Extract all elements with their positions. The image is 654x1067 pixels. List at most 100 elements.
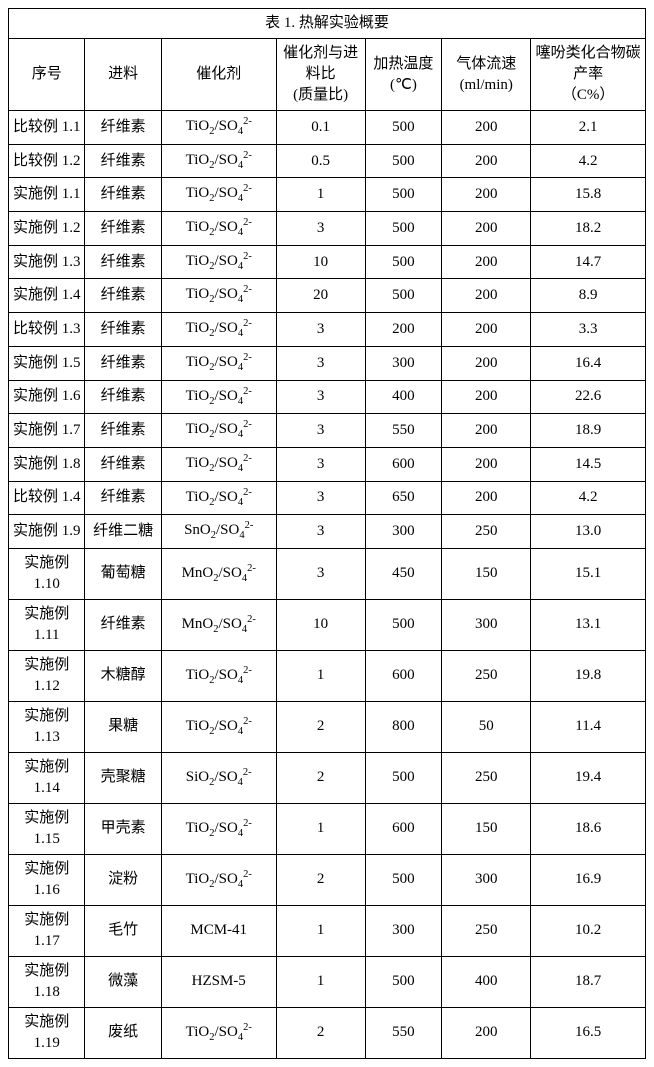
cell-feed: 纤维素 (85, 414, 161, 448)
cell-catalyst: TiO2/SO42- (161, 212, 276, 246)
cell-flow: 250 (442, 650, 531, 701)
cell-id: 实施例 1.5 (9, 346, 85, 380)
cell-feed: 纤维素 (85, 212, 161, 246)
table-row: 实施例 1.5纤维素TiO2/SO42-330020016.4 (9, 346, 646, 380)
cell-temp: 300 (365, 905, 441, 956)
table-row: 比较例 1.3纤维素TiO2/SO42-32002003.3 (9, 313, 646, 347)
cell-id: 实施例 1.16 (9, 854, 85, 905)
cell-ratio: 1 (276, 178, 365, 212)
cell-catalyst: MnO2/SO42- (161, 548, 276, 599)
col-header-ratio: 催化剂与进料比(质量比) (276, 39, 365, 111)
table-header-row: 序号 进料 催化剂 催化剂与进料比(质量比) 加热温度(℃) 气体流速(ml/m… (9, 39, 646, 111)
table-row: 实施例 1.12木糖醇TiO2/SO42-160025019.8 (9, 650, 646, 701)
cell-flow: 200 (442, 111, 531, 145)
cell-temp: 500 (365, 212, 441, 246)
cell-temp: 500 (365, 178, 441, 212)
table-row: 实施例 1.9纤维二糖SnO2/SO42-330025013.0 (9, 515, 646, 549)
cell-id: 实施例 1.7 (9, 414, 85, 448)
table-row: 实施例 1.2纤维素TiO2/SO42-350020018.2 (9, 212, 646, 246)
cell-id: 比较例 1.3 (9, 313, 85, 347)
table-row: 实施例 1.16淀粉TiO2/SO42-250030016.9 (9, 854, 646, 905)
cell-temp: 500 (365, 854, 441, 905)
cell-catalyst: MCM-41 (161, 905, 276, 956)
cell-catalyst: TiO2/SO42- (161, 414, 276, 448)
cell-ratio: 10 (276, 245, 365, 279)
table-row: 实施例 1.13果糖TiO2/SO42-28005011.4 (9, 701, 646, 752)
cell-feed: 纤维素 (85, 245, 161, 279)
cell-yield: 19.8 (531, 650, 646, 701)
cell-feed: 木糖醇 (85, 650, 161, 701)
cell-id: 实施例 1.11 (9, 599, 85, 650)
cell-catalyst: TiO2/SO42- (161, 447, 276, 481)
cell-yield: 11.4 (531, 701, 646, 752)
cell-ratio: 2 (276, 752, 365, 803)
cell-ratio: 0.5 (276, 144, 365, 178)
cell-feed: 纤维素 (85, 313, 161, 347)
cell-id: 实施例 1.6 (9, 380, 85, 414)
cell-temp: 500 (365, 752, 441, 803)
col-header-flow: 气体流速(ml/min) (442, 39, 531, 111)
cell-ratio: 3 (276, 548, 365, 599)
cell-flow: 300 (442, 854, 531, 905)
cell-yield: 19.4 (531, 752, 646, 803)
cell-temp: 600 (365, 803, 441, 854)
cell-feed: 纤维素 (85, 346, 161, 380)
cell-yield: 15.1 (531, 548, 646, 599)
cell-temp: 500 (365, 245, 441, 279)
cell-flow: 200 (442, 414, 531, 448)
cell-ratio: 0.1 (276, 111, 365, 145)
cell-ratio: 2 (276, 701, 365, 752)
cell-yield: 4.2 (531, 481, 646, 515)
cell-temp: 500 (365, 111, 441, 145)
cell-flow: 200 (442, 1007, 531, 1058)
cell-temp: 500 (365, 279, 441, 313)
cell-yield: 16.5 (531, 1007, 646, 1058)
table-row: 比较例 1.1纤维素TiO2/SO42-0.15002002.1 (9, 111, 646, 145)
cell-catalyst: TiO2/SO42- (161, 481, 276, 515)
cell-catalyst: TiO2/SO42- (161, 178, 276, 212)
cell-catalyst: TiO2/SO42- (161, 279, 276, 313)
cell-temp: 450 (365, 548, 441, 599)
cell-id: 比较例 1.2 (9, 144, 85, 178)
cell-id: 实施例 1.12 (9, 650, 85, 701)
cell-flow: 300 (442, 599, 531, 650)
cell-ratio: 3 (276, 515, 365, 549)
cell-feed: 壳聚糖 (85, 752, 161, 803)
cell-catalyst: SiO2/SO42- (161, 752, 276, 803)
cell-yield: 18.9 (531, 414, 646, 448)
cell-flow: 200 (442, 380, 531, 414)
table-row: 实施例 1.14壳聚糖SiO2/SO42-250025019.4 (9, 752, 646, 803)
cell-temp: 600 (365, 650, 441, 701)
cell-flow: 50 (442, 701, 531, 752)
cell-flow: 250 (442, 905, 531, 956)
table-row: 比较例 1.4纤维素TiO2/SO42-36502004.2 (9, 481, 646, 515)
cell-catalyst: TiO2/SO42- (161, 1007, 276, 1058)
cell-catalyst: TiO2/SO42- (161, 380, 276, 414)
cell-ratio: 3 (276, 346, 365, 380)
cell-yield: 14.7 (531, 245, 646, 279)
cell-flow: 150 (442, 803, 531, 854)
cell-yield: 14.5 (531, 447, 646, 481)
cell-id: 比较例 1.1 (9, 111, 85, 145)
cell-catalyst: TiO2/SO42- (161, 245, 276, 279)
cell-yield: 15.8 (531, 178, 646, 212)
table-row: 实施例 1.6纤维素TiO2/SO42-340020022.6 (9, 380, 646, 414)
table-row: 实施例 1.19废纸TiO2/SO42-255020016.5 (9, 1007, 646, 1058)
cell-ratio: 3 (276, 212, 365, 246)
cell-flow: 200 (442, 212, 531, 246)
cell-yield: 10.2 (531, 905, 646, 956)
pyrolysis-experiment-table: 表 1. 热解实验概要 序号 进料 催化剂 催化剂与进料比(质量比) 加热温度(… (8, 8, 646, 1059)
table-row: 实施例 1.17毛竹MCM-41130025010.2 (9, 905, 646, 956)
cell-catalyst: TiO2/SO42- (161, 346, 276, 380)
cell-ratio: 20 (276, 279, 365, 313)
col-header-id: 序号 (9, 39, 85, 111)
cell-flow: 200 (442, 346, 531, 380)
cell-temp: 500 (365, 599, 441, 650)
cell-temp: 200 (365, 313, 441, 347)
cell-feed: 纤维素 (85, 111, 161, 145)
cell-ratio: 1 (276, 650, 365, 701)
cell-ratio: 3 (276, 313, 365, 347)
cell-id: 实施例 1.14 (9, 752, 85, 803)
cell-ratio: 2 (276, 1007, 365, 1058)
cell-catalyst: TiO2/SO42- (161, 803, 276, 854)
